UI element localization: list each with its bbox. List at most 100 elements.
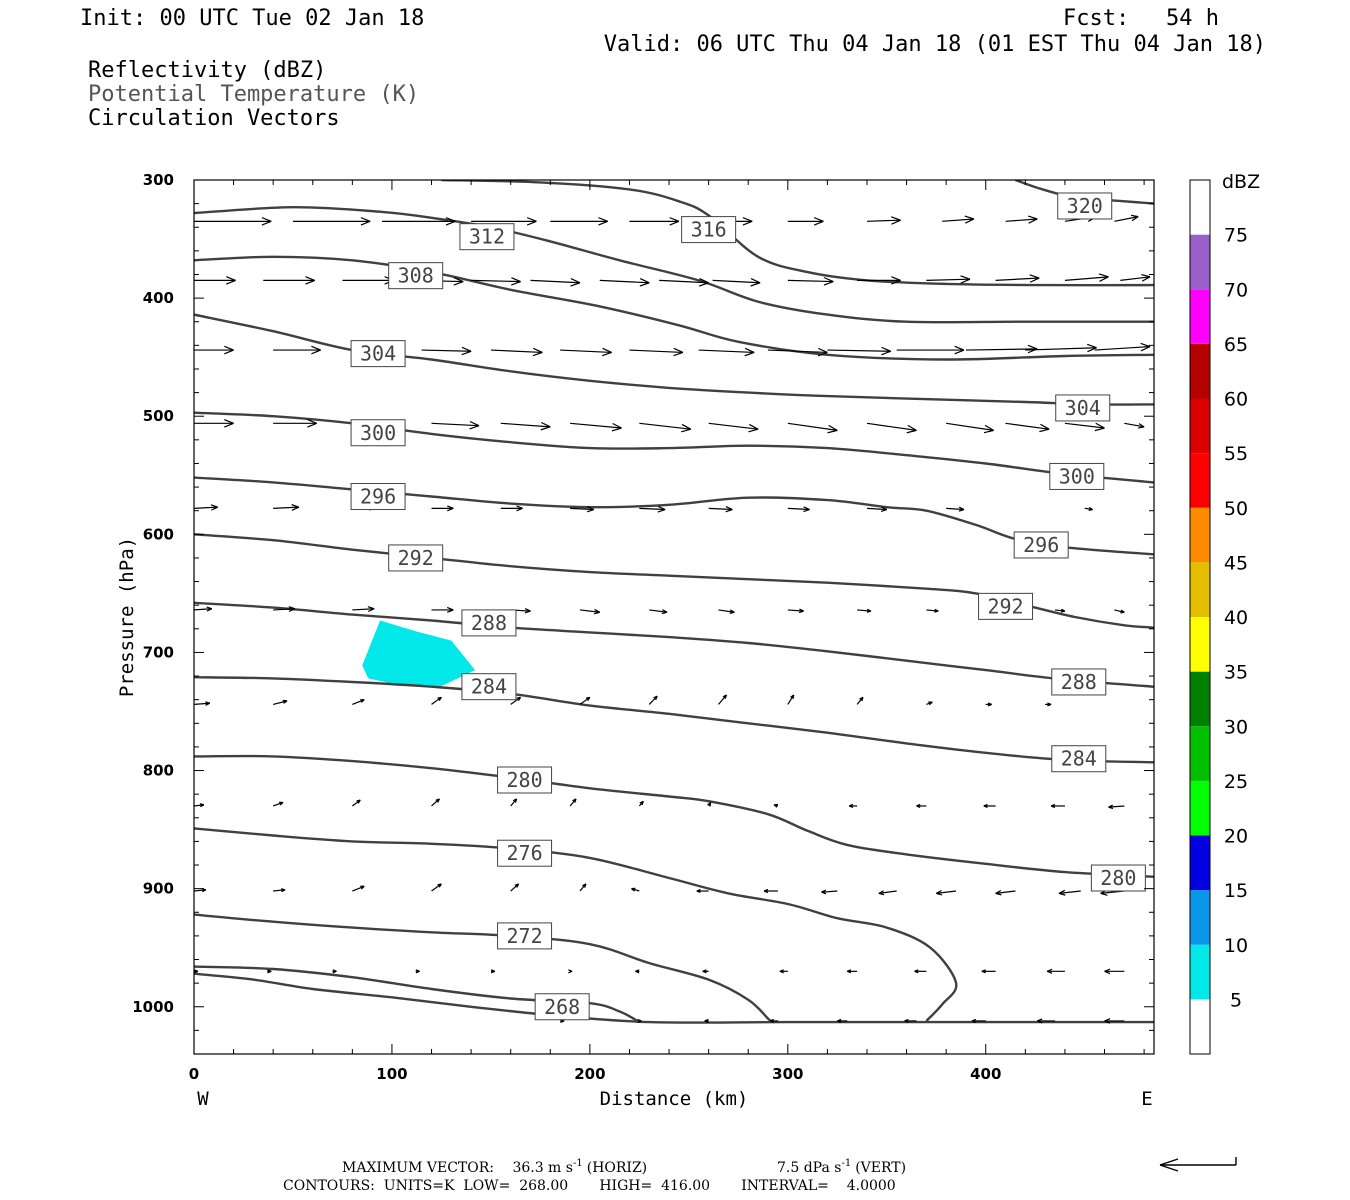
circulation-vector [194,419,234,428]
contour-label-280: 280 [497,766,553,794]
circulation-vector [194,803,205,808]
theta-contour-272 [194,913,773,1024]
circulation-vector [631,887,640,892]
init-time: Init: 00 UTC Tue 02 Jan 18 [80,6,424,31]
circulation-vector [273,504,300,511]
colorbar-label: 20 [1224,826,1248,848]
circulation-vector [639,422,692,433]
circulation-vector [1054,608,1066,613]
colorbar-bin-40 [1190,562,1210,617]
y-tick-label: 900 [143,880,174,898]
circulation-vector [704,1018,709,1023]
circulation-vector [866,216,901,225]
circulation-vector [431,606,454,613]
theta-contour-296 [194,476,1154,556]
contour-label-288: 288 [1051,668,1107,696]
circulation-vector [194,276,236,285]
contour-label-296: 296 [1013,531,1069,559]
circulation-vector [352,606,375,613]
svg-text:308: 308 [398,264,434,288]
circulation-vector [550,217,608,226]
colorbar-bin-50 [1190,453,1210,508]
circulation-vector [637,1018,642,1023]
circulation-vector [352,885,365,892]
circulation-vector [342,276,395,285]
colorbar-bin-25 [1190,726,1210,781]
field-title-reflectivity: Reflectivity (dBZ) [88,58,326,83]
circulation-vector [708,422,759,433]
circulation-vector [1045,702,1052,707]
circulation-vector [718,694,728,705]
circulation-vector [866,506,888,512]
theta-contour-292 [194,533,1154,629]
colorbar-bin-35 [1190,617,1210,672]
circulation-vector [599,278,650,287]
circulation-vector [431,798,440,807]
circulation-vector [946,506,965,512]
theta-contour-316 [441,180,1154,287]
theta-contour-280 [194,754,1154,878]
x-tick-label: 200 [574,1065,605,1083]
contour-label-288: 288 [461,609,517,637]
circulation-vector [273,606,296,613]
circulation-vector [866,422,917,434]
circulation-vector [263,276,315,285]
x-tick-label: 0 [189,1065,199,1083]
circulation-vector [1005,215,1038,224]
theta-contour-312 [194,205,1154,324]
x-end-label-west: W [197,1088,209,1110]
circulation-vector [194,701,211,706]
colorbar-label: 10 [1224,935,1248,957]
circulation-vector [629,217,680,226]
circulation-vector [1036,1018,1056,1024]
circulation-vector [510,696,522,705]
plot-content [194,180,1154,1024]
colorbar-bin-55 [1190,398,1210,454]
circulation-vector [579,608,601,615]
svg-text:288: 288 [471,611,507,635]
colorbar-title: dBZ [1222,171,1260,193]
y-tick-label: 300 [143,171,174,189]
theta-contour-304 [194,313,1154,406]
circulation-vector [698,347,755,357]
circulation-vector [787,277,834,286]
circulation-vector [568,969,573,974]
svg-text:276: 276 [506,841,542,865]
circulation-vector [579,883,587,892]
colorbar-label: 35 [1224,662,1248,684]
y-tick-label: 400 [143,289,174,307]
colorbar-label: 5 [1230,989,1242,1011]
circulation-vector [194,345,234,355]
circulation-vector [659,278,709,287]
circulation-vector [273,699,288,705]
y-tick-label: 600 [143,525,174,543]
circulation-vector [490,347,543,357]
circulation-vector [579,696,591,705]
circulation-vector [696,888,709,894]
circulation-vector [431,505,454,512]
circulation-vector [942,215,975,224]
circulation-vector [569,798,577,807]
colorbar-bin-0 [1190,999,1210,1054]
circulation-vector [708,506,733,513]
svg-text:284: 284 [1061,747,1097,771]
theta-contour-288 [194,601,1154,688]
circulation-vector [983,803,996,809]
circulation-vector [707,801,712,807]
circulation-vector [471,217,537,226]
circulation-vector [965,344,1038,354]
contour-label-284: 284 [1051,745,1107,773]
circulation-vector [635,969,640,974]
circulation-vector [856,696,864,705]
circulation-vector [194,217,272,226]
circulation-vector [935,889,957,896]
contour-label-272: 272 [497,922,553,950]
circulation-vector [500,421,551,431]
circulation-vector [382,217,456,226]
circulation-vector [332,969,337,974]
circulation-vector [1114,609,1125,614]
theta-contour-300 [194,411,1154,484]
colorbar-label: 75 [1224,225,1248,247]
circulation-vector [648,695,658,705]
